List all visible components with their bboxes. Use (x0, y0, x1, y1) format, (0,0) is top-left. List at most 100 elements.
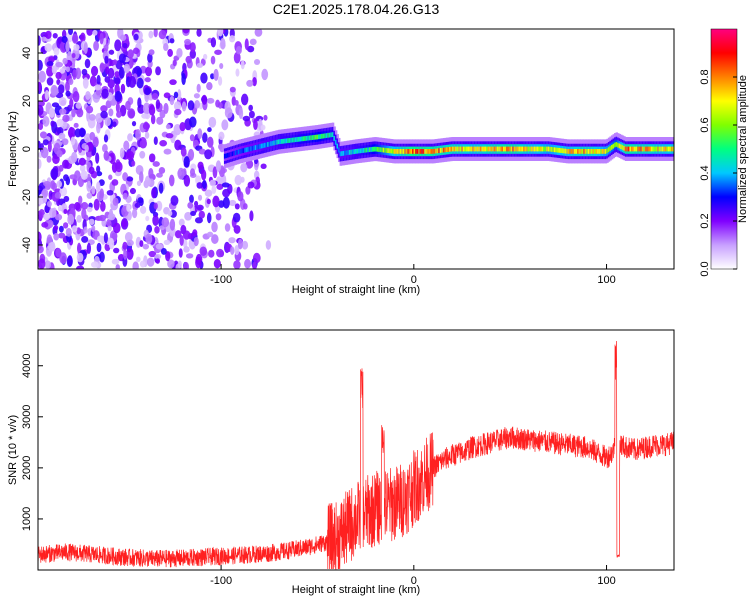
noise-cell (44, 90, 50, 101)
noise-cell (68, 29, 74, 35)
noise-cell (50, 180, 56, 190)
noise-cell (139, 139, 147, 149)
ridge-cell (581, 149, 585, 154)
noise-cell (51, 86, 59, 96)
ridge-cell (415, 149, 418, 154)
noise-cell (241, 93, 249, 106)
noise-cell (108, 108, 114, 117)
noise-cell (212, 195, 220, 208)
ridge-cell (453, 146, 457, 152)
noise-cell (40, 147, 49, 159)
ridge-cell (567, 149, 571, 154)
noise-cell (131, 121, 137, 127)
ridge-cell (572, 149, 575, 154)
noise-cell (136, 180, 142, 187)
noise-cell (248, 110, 255, 119)
ridge-cell (533, 146, 537, 152)
ridge-cell (566, 148, 569, 154)
y-tick-label: 20 (21, 95, 33, 107)
noise-cell (178, 218, 185, 227)
noise-cell (261, 68, 269, 81)
noise-cell (76, 265, 85, 269)
ridge-cell (334, 139, 338, 145)
ridge-cell (382, 147, 386, 153)
noise-cell (215, 160, 222, 172)
noise-cell (70, 136, 76, 146)
ridge-cell (444, 147, 447, 153)
noise-cell (115, 264, 120, 269)
noise-cell (183, 174, 191, 187)
noise-cell (168, 174, 175, 187)
noise-cell (100, 110, 108, 119)
chart-title: C2E1.2025.178.04.26.G13 (273, 1, 440, 17)
noise-cell (184, 211, 192, 221)
noise-cell (163, 102, 169, 114)
noise-cell (144, 131, 150, 139)
ridge-cell (251, 145, 255, 151)
noise-cell (127, 133, 133, 142)
noise-cell (235, 46, 242, 55)
noise-cell (182, 29, 190, 34)
noise-cell (181, 72, 186, 85)
noise-cell (178, 248, 183, 258)
noise-cell (252, 252, 261, 264)
noise-cell (241, 240, 249, 250)
noise-cell (84, 58, 91, 69)
noise-cell (213, 259, 221, 269)
noise-cell (46, 61, 54, 67)
noise-cell (38, 70, 46, 83)
noise-cell (91, 149, 96, 157)
noise-cell (126, 239, 134, 247)
ridge-cell (230, 151, 233, 157)
noise-cell (67, 213, 75, 225)
noise-cell (99, 188, 104, 199)
noise-cell (208, 116, 217, 128)
noise-cell (131, 160, 136, 167)
ridge-cell (490, 146, 494, 152)
ridge-cell (305, 135, 309, 141)
noise-cell (121, 219, 127, 228)
ridge-cell (458, 146, 461, 152)
noise-cell (86, 242, 92, 255)
ridge-cell (472, 146, 475, 152)
noise-cell (88, 218, 95, 226)
ridge-cell (290, 137, 293, 143)
ridge-cell (282, 138, 285, 144)
snr-x-ticks: -100 0 100 (210, 565, 616, 587)
noise-cell (54, 192, 62, 199)
ridge-cell (271, 140, 275, 146)
noise-cell (150, 114, 156, 125)
noise-cell (148, 104, 156, 116)
noise-cell (112, 121, 117, 128)
noise-cell (41, 188, 49, 198)
noise-cell (76, 242, 82, 255)
ridge-cell (564, 148, 568, 154)
ridge-cell (285, 138, 289, 144)
noise-cell (63, 174, 69, 182)
noise-cell (114, 39, 122, 52)
noise-cell (44, 260, 51, 269)
noise-cell (41, 36, 47, 42)
noise-cell (260, 163, 267, 169)
ridge-cell (421, 149, 424, 154)
ridge-cell (527, 146, 531, 152)
noise-cell (152, 214, 159, 227)
noise-cell (48, 208, 57, 218)
noise-cell (88, 113, 96, 121)
noise-cell (213, 68, 219, 81)
ridge-cell (569, 149, 572, 154)
noise-cell (62, 222, 69, 229)
noise-cell (229, 35, 236, 43)
ridge-cell (331, 132, 335, 137)
noise-cell (53, 47, 60, 56)
noise-cell (228, 237, 236, 244)
ridge-cell (496, 146, 500, 152)
ridge-cell (575, 149, 578, 154)
ridge-cell (441, 147, 444, 153)
noise-cell (93, 40, 99, 52)
ridge-cell (330, 132, 333, 138)
noise-cell (160, 247, 167, 255)
ridge-cell (671, 146, 674, 152)
ridge-cell (279, 139, 282, 145)
noise-cell (107, 225, 112, 232)
